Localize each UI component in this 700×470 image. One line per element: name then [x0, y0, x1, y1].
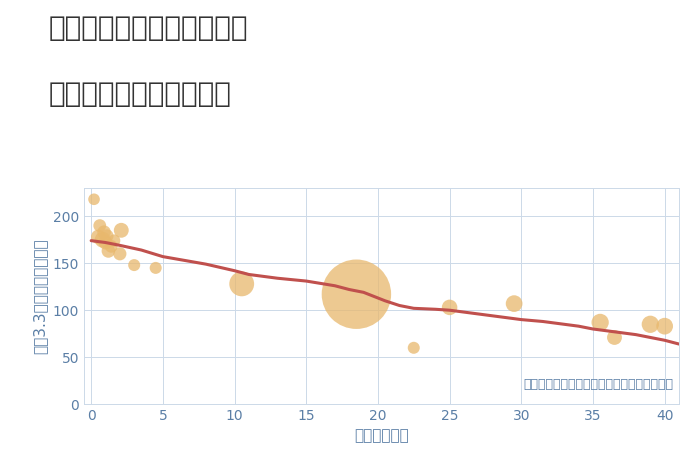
Point	[94, 222, 106, 229]
Point	[116, 227, 127, 234]
Text: 築年数別中古戸建て価格: 築年数別中古戸建て価格	[49, 80, 232, 108]
X-axis label: 築年数（年）: 築年数（年）	[354, 429, 409, 444]
Text: 円の大きさは、取引のあった物件面積を示す: 円の大きさは、取引のあった物件面積を示す	[523, 378, 673, 391]
Point	[97, 236, 108, 243]
Point	[99, 228, 110, 236]
Point	[108, 237, 120, 244]
Point	[92, 233, 104, 241]
Point	[444, 304, 455, 311]
Point	[659, 322, 671, 330]
Point	[594, 319, 606, 326]
Point	[106, 243, 117, 250]
Text: 奈良県奈良市中登美ヶ丘の: 奈良県奈良市中登美ヶ丘の	[49, 14, 248, 42]
Point	[236, 280, 247, 288]
Point	[114, 250, 125, 258]
Point	[150, 264, 161, 272]
Point	[609, 334, 620, 341]
Point	[645, 321, 656, 328]
Y-axis label: 坪（3.3㎡）単価（万円）: 坪（3.3㎡）単価（万円）	[32, 238, 47, 354]
Point	[129, 261, 140, 269]
Point	[351, 290, 362, 298]
Point	[100, 239, 111, 246]
Point	[103, 247, 114, 255]
Point	[102, 232, 113, 240]
Point	[508, 300, 519, 307]
Point	[408, 344, 419, 352]
Point	[88, 196, 99, 203]
